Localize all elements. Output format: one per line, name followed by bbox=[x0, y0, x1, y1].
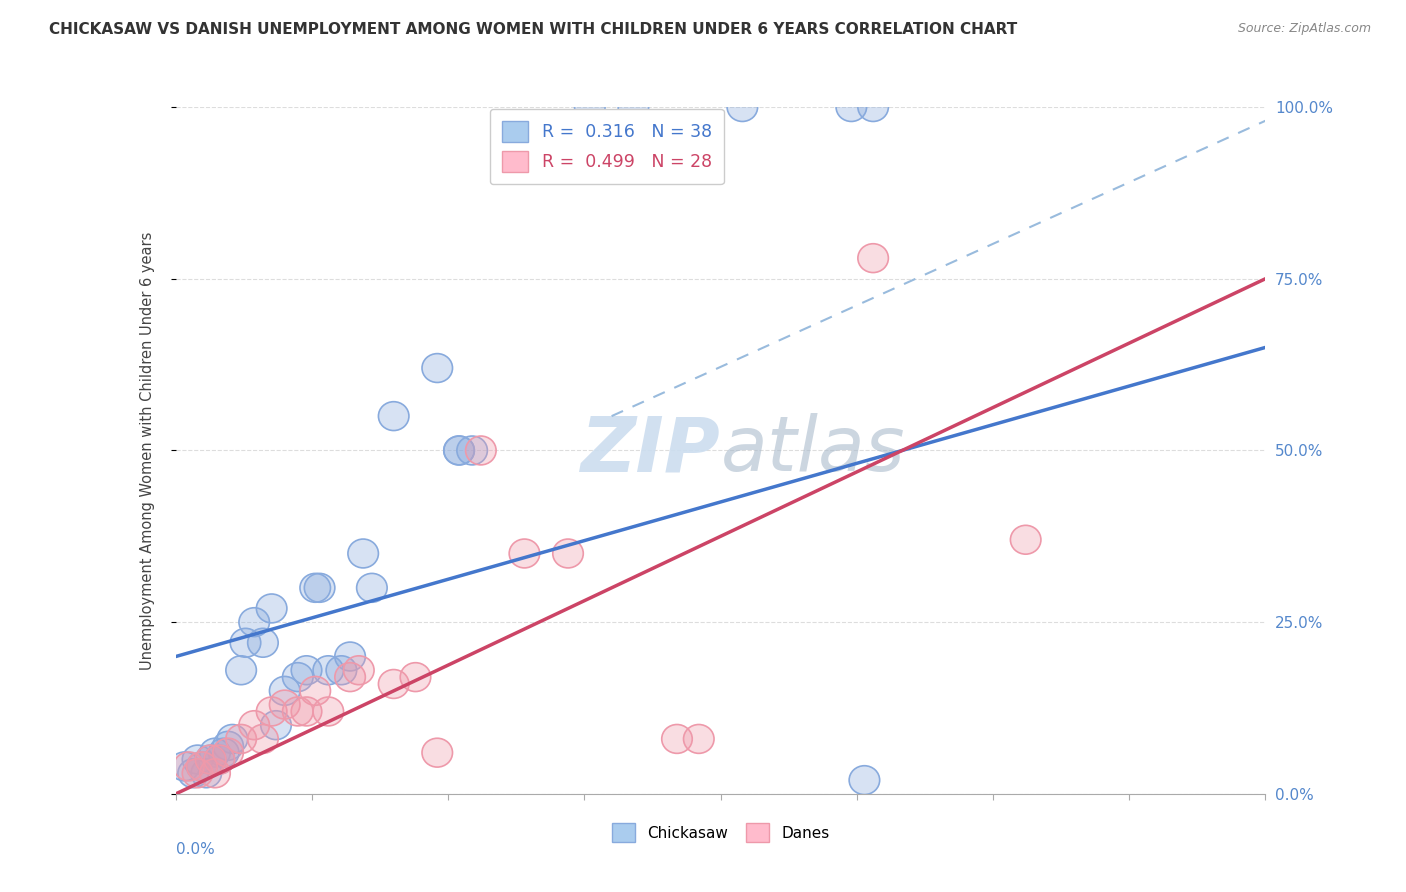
Ellipse shape bbox=[226, 724, 256, 754]
Ellipse shape bbox=[509, 539, 540, 568]
Ellipse shape bbox=[837, 93, 866, 121]
Ellipse shape bbox=[347, 539, 378, 568]
Ellipse shape bbox=[1011, 525, 1040, 554]
Ellipse shape bbox=[247, 724, 278, 754]
Text: CHICKASAW VS DANISH UNEMPLOYMENT AMONG WOMEN WITH CHILDREN UNDER 6 YEARS CORRELA: CHICKASAW VS DANISH UNEMPLOYMENT AMONG W… bbox=[49, 22, 1018, 37]
Ellipse shape bbox=[299, 676, 330, 706]
Ellipse shape bbox=[191, 759, 222, 788]
Ellipse shape bbox=[212, 739, 243, 767]
Ellipse shape bbox=[326, 656, 357, 685]
Ellipse shape bbox=[283, 663, 314, 691]
Text: atlas: atlas bbox=[721, 414, 905, 487]
Ellipse shape bbox=[169, 752, 200, 780]
Ellipse shape bbox=[314, 697, 343, 726]
Ellipse shape bbox=[217, 724, 247, 754]
Y-axis label: Unemployment Among Women with Children Under 6 years: Unemployment Among Women with Children U… bbox=[141, 231, 155, 670]
Ellipse shape bbox=[858, 93, 889, 121]
Ellipse shape bbox=[183, 759, 212, 788]
Ellipse shape bbox=[291, 697, 322, 726]
Ellipse shape bbox=[200, 739, 231, 767]
Ellipse shape bbox=[343, 656, 374, 685]
Ellipse shape bbox=[457, 436, 488, 465]
Ellipse shape bbox=[444, 436, 474, 465]
Text: Source: ZipAtlas.com: Source: ZipAtlas.com bbox=[1237, 22, 1371, 36]
Ellipse shape bbox=[183, 745, 212, 774]
Ellipse shape bbox=[378, 670, 409, 698]
Ellipse shape bbox=[858, 244, 889, 273]
Ellipse shape bbox=[314, 656, 343, 685]
Ellipse shape bbox=[335, 642, 366, 671]
Ellipse shape bbox=[200, 759, 231, 788]
Ellipse shape bbox=[195, 745, 226, 774]
Ellipse shape bbox=[226, 656, 256, 685]
Ellipse shape bbox=[204, 745, 235, 774]
Ellipse shape bbox=[256, 594, 287, 623]
Ellipse shape bbox=[304, 574, 335, 602]
Ellipse shape bbox=[575, 93, 605, 121]
Ellipse shape bbox=[260, 711, 291, 739]
Ellipse shape bbox=[212, 731, 243, 760]
Ellipse shape bbox=[247, 628, 278, 657]
Ellipse shape bbox=[727, 93, 758, 121]
Ellipse shape bbox=[299, 574, 330, 602]
Ellipse shape bbox=[553, 539, 583, 568]
Ellipse shape bbox=[239, 711, 270, 739]
Ellipse shape bbox=[357, 574, 387, 602]
Ellipse shape bbox=[662, 724, 692, 754]
Ellipse shape bbox=[619, 93, 648, 121]
Ellipse shape bbox=[179, 759, 208, 788]
Ellipse shape bbox=[173, 752, 204, 780]
Ellipse shape bbox=[208, 739, 239, 767]
Ellipse shape bbox=[270, 690, 299, 719]
Ellipse shape bbox=[465, 436, 496, 465]
Ellipse shape bbox=[187, 752, 217, 780]
Ellipse shape bbox=[335, 663, 366, 691]
Ellipse shape bbox=[444, 436, 474, 465]
Text: ZIP: ZIP bbox=[581, 414, 721, 487]
Text: 0.0%: 0.0% bbox=[176, 842, 215, 857]
Ellipse shape bbox=[270, 676, 299, 706]
Ellipse shape bbox=[401, 663, 430, 691]
Legend: Chickasaw, Danes: Chickasaw, Danes bbox=[606, 817, 835, 848]
Ellipse shape bbox=[283, 697, 314, 726]
Ellipse shape bbox=[239, 607, 270, 637]
Ellipse shape bbox=[378, 401, 409, 431]
Ellipse shape bbox=[187, 752, 217, 780]
Ellipse shape bbox=[849, 765, 880, 795]
Ellipse shape bbox=[256, 697, 287, 726]
Ellipse shape bbox=[422, 739, 453, 767]
Ellipse shape bbox=[195, 745, 226, 774]
Ellipse shape bbox=[291, 656, 322, 685]
Ellipse shape bbox=[231, 628, 260, 657]
Ellipse shape bbox=[683, 724, 714, 754]
Ellipse shape bbox=[422, 353, 453, 383]
Ellipse shape bbox=[204, 745, 235, 774]
